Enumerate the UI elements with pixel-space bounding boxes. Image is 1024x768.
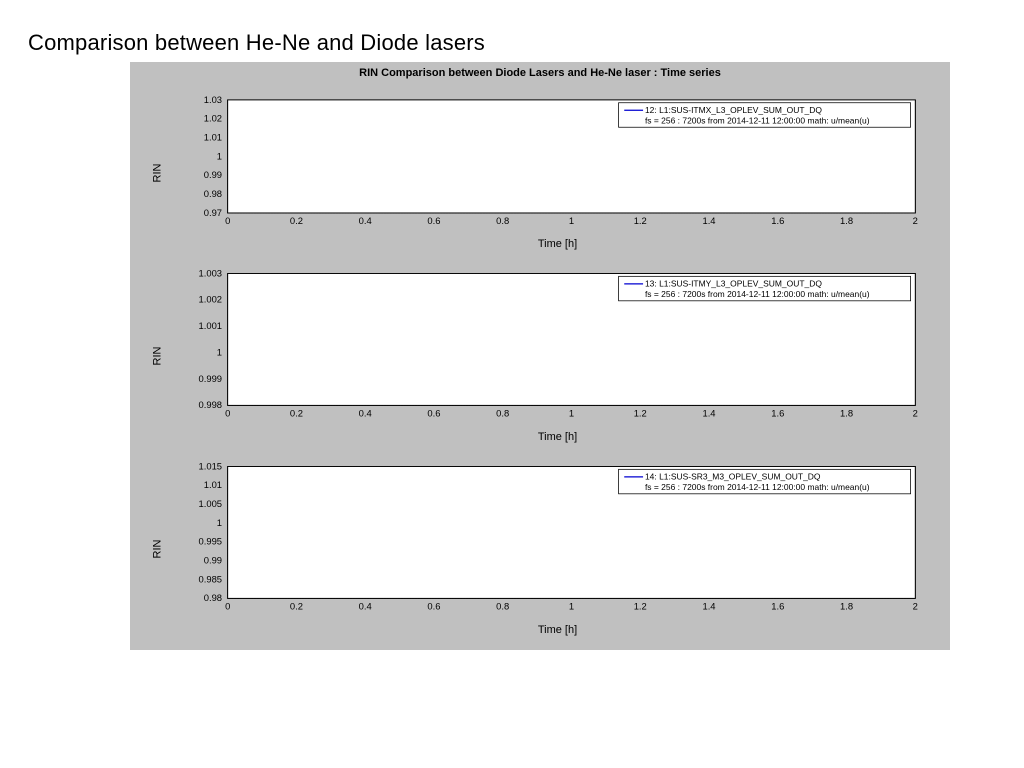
svg-text:1: 1 xyxy=(217,346,222,357)
svg-text:0.998: 0.998 xyxy=(198,399,222,410)
svg-text:fs = 256 : 7200s from 2014-12-: fs = 256 : 7200s from 2014-12-11 12:00:0… xyxy=(645,482,870,492)
svg-text:1.2: 1.2 xyxy=(634,601,647,612)
svg-text:2: 2 xyxy=(913,215,918,226)
chart-panel-1: RIN 0.970.980.9911.011.021.0300.20.40.60… xyxy=(190,91,925,254)
figure-title: RIN Comparison between Diode Lasers and … xyxy=(130,62,950,81)
x-axis-label: Time [h] xyxy=(190,624,925,636)
svg-text:1.002: 1.002 xyxy=(198,294,222,305)
x-axis-label: Time [h] xyxy=(190,238,925,250)
svg-text:1.6: 1.6 xyxy=(771,601,784,612)
svg-text:0.999: 0.999 xyxy=(198,373,222,384)
svg-text:1.6: 1.6 xyxy=(771,215,784,226)
y-axis-label: RIN xyxy=(151,539,163,558)
svg-text:1.8: 1.8 xyxy=(840,215,853,226)
svg-text:0.2: 0.2 xyxy=(290,215,303,226)
svg-text:1: 1 xyxy=(569,408,574,419)
chart-panel-2: RIN 0.9980.99911.0011.0021.00300.20.40.6… xyxy=(190,264,925,447)
svg-text:1: 1 xyxy=(569,215,574,226)
chart-svg: 0.97 0.98 0.99 1 1.01 1.02 1.03 0 0.2 0.4 0.6 0.8 1 1… xyxy=(190,91,920,236)
svg-text:1.005: 1.005 xyxy=(198,498,222,509)
y-axis-label: RIN xyxy=(151,163,163,182)
svg-text:fs = 256 : 7200s from 2014-12-: fs = 256 : 7200s from 2014-12-11 12:00:0… xyxy=(645,115,870,125)
svg-text:1.8: 1.8 xyxy=(840,601,853,612)
svg-text:1.4: 1.4 xyxy=(702,215,715,226)
svg-text:2: 2 xyxy=(913,601,918,612)
svg-text:0.4: 0.4 xyxy=(359,408,372,419)
svg-text:0.2: 0.2 xyxy=(290,408,303,419)
svg-text:0.99: 0.99 xyxy=(204,169,222,180)
svg-text:0.8: 0.8 xyxy=(496,215,509,226)
svg-text:0.8: 0.8 xyxy=(496,408,509,419)
legend: 13: L1:SUS-ITMY_L3_OPLEV_SUM_OUT_DQ fs =… xyxy=(619,276,911,300)
svg-text:1.6: 1.6 xyxy=(771,408,784,419)
svg-text:1.2: 1.2 xyxy=(634,408,647,419)
svg-text:1.01: 1.01 xyxy=(204,131,222,142)
svg-text:0.98: 0.98 xyxy=(204,188,222,199)
svg-text:1.03: 1.03 xyxy=(204,94,222,105)
svg-text:0: 0 xyxy=(225,215,230,226)
svg-text:1.8: 1.8 xyxy=(840,408,853,419)
svg-text:12: L1:SUS-ITMX_L3_OPLEV_SUM_O: 12: L1:SUS-ITMX_L3_OPLEV_SUM_OUT_DQ xyxy=(645,105,822,115)
svg-text:1.015: 1.015 xyxy=(198,460,222,471)
svg-text:0.985: 0.985 xyxy=(198,573,222,584)
svg-text:1.001: 1.001 xyxy=(198,320,222,331)
y-axis-label: RIN xyxy=(151,346,163,365)
legend: 12: L1:SUS-ITMX_L3_OPLEV_SUM_OUT_DQ fs =… xyxy=(619,103,911,127)
svg-text:0.4: 0.4 xyxy=(359,601,372,612)
svg-text:0.6: 0.6 xyxy=(427,215,440,226)
chart-svg: 0.98 0.985 0.99 0.995 1 1.005 1.01 1.015 0 0.2 0.4… xyxy=(190,457,920,622)
svg-text:14: L1:SUS-SR3_M3_OPLEV_SUM_OU: 14: L1:SUS-SR3_M3_OPLEV_SUM_OUT_DQ xyxy=(645,472,821,482)
svg-text:fs = 256 : 7200s from 2014-12-: fs = 256 : 7200s from 2014-12-11 12:00:0… xyxy=(645,289,870,299)
svg-text:0.97: 0.97 xyxy=(204,207,222,218)
svg-text:0: 0 xyxy=(225,601,230,612)
svg-text:1: 1 xyxy=(217,150,222,161)
svg-text:1: 1 xyxy=(217,517,222,528)
svg-text:2: 2 xyxy=(913,408,918,419)
svg-text:0.4: 0.4 xyxy=(359,215,372,226)
svg-text:0.995: 0.995 xyxy=(198,536,222,547)
chart-panel-3: RIN 0.980.9850.990.99511.0051.011.01500.… xyxy=(190,457,925,640)
svg-text:1: 1 xyxy=(569,601,574,612)
legend: 14: L1:SUS-SR3_M3_OPLEV_SUM_OUT_DQ fs = … xyxy=(619,469,911,493)
page-title: Comparison between He-Ne and Diode laser… xyxy=(0,0,1024,62)
svg-text:1.003: 1.003 xyxy=(198,267,222,278)
svg-text:1.4: 1.4 xyxy=(702,408,715,419)
svg-text:0.8: 0.8 xyxy=(496,601,509,612)
svg-text:13: L1:SUS-ITMY_L3_OPLEV_SUM_O: 13: L1:SUS-ITMY_L3_OPLEV_SUM_OUT_DQ xyxy=(645,279,822,289)
chart-svg: 0.998 0.999 1 1.001 1.002 1.003 0 0.2 0.4 0.6 0.8 1… xyxy=(190,264,920,429)
svg-text:1.4: 1.4 xyxy=(702,601,715,612)
svg-text:1.2: 1.2 xyxy=(634,215,647,226)
svg-text:1.02: 1.02 xyxy=(204,113,222,124)
svg-text:0.99: 0.99 xyxy=(204,555,222,566)
figure-container: RIN Comparison between Diode Lasers and … xyxy=(130,62,950,650)
svg-text:0: 0 xyxy=(225,408,230,419)
svg-text:0.6: 0.6 xyxy=(427,601,440,612)
svg-text:1.01: 1.01 xyxy=(204,479,222,490)
svg-text:0.98: 0.98 xyxy=(204,592,222,603)
x-axis-label: Time [h] xyxy=(190,431,925,443)
svg-text:0.6: 0.6 xyxy=(427,408,440,419)
svg-text:0.2: 0.2 xyxy=(290,601,303,612)
